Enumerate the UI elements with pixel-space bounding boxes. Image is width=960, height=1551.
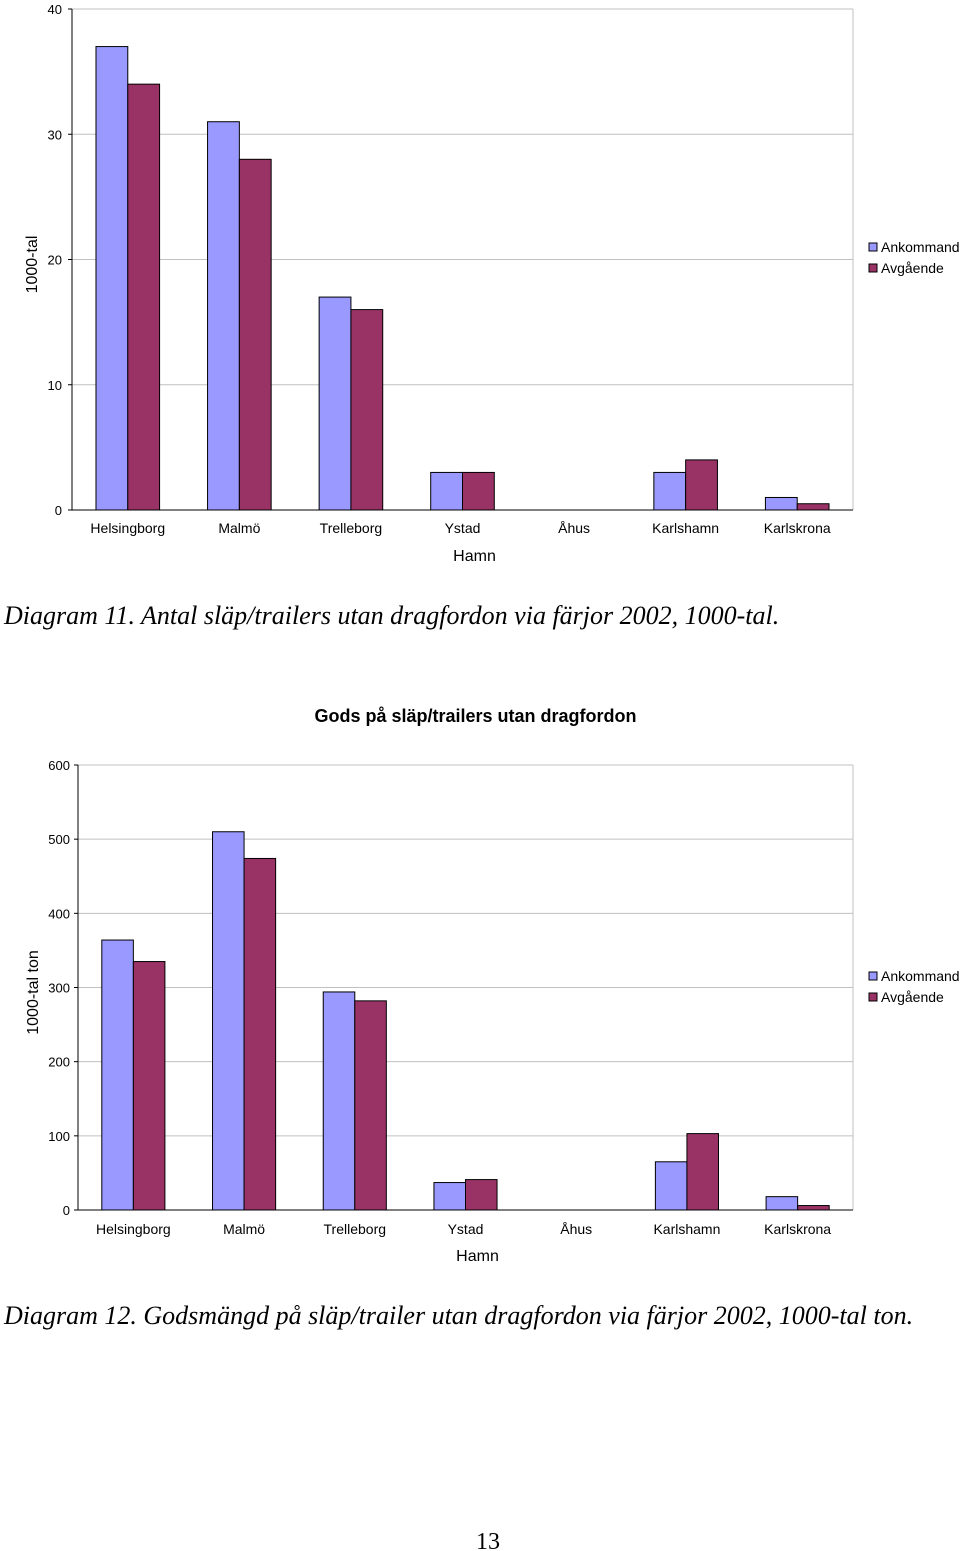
y-tick-label: 30	[48, 127, 62, 142]
bar-ankommande	[654, 1161, 688, 1211]
bar-ankommande	[764, 496, 798, 511]
y-axis-title: 1000-tal	[24, 236, 41, 294]
legend-label: Avgående	[881, 260, 944, 276]
y-tick-label: 0	[63, 1203, 70, 1218]
legend-label: Ankommande	[881, 968, 960, 984]
chart-title: Gods på släp/trailers utan dragfordon	[314, 706, 636, 726]
x-tick-label: Åhus	[560, 1221, 592, 1237]
y-tick-label: 0	[55, 503, 62, 518]
x-tick-label: Åhus	[558, 520, 590, 536]
bar-avgaende	[354, 1000, 387, 1211]
bar-ankommande	[207, 121, 240, 511]
x-tick-label: Trelleborg	[324, 1221, 387, 1237]
y-axis-title: 1000-tal ton	[25, 950, 42, 1035]
bar-avgaende	[238, 158, 272, 511]
x-tick-label: Ystad	[448, 1221, 484, 1237]
x-axis-title: Hamn	[453, 548, 496, 565]
caption-diagram-11: Diagram 11. Antal släp/trailers utan dra…	[3, 601, 779, 630]
bar-ankommande	[212, 831, 245, 1211]
bar-avgaende	[686, 1133, 719, 1211]
bar-ankommande	[433, 1182, 467, 1211]
x-axis-title: Hamn	[456, 1248, 499, 1265]
y-tick-label: 400	[48, 906, 70, 921]
bar-avgaende	[127, 83, 161, 511]
y-tick-label: 20	[48, 253, 62, 268]
x-tick-label: Helsingborg	[96, 1221, 171, 1237]
y-tick-label: 300	[48, 981, 70, 996]
legend-label: Avgående	[881, 989, 944, 1005]
bar-ankommande	[322, 991, 356, 1211]
bar-avgaende	[685, 459, 718, 511]
x-tick-label: Ystad	[445, 520, 481, 536]
bar-avgaende	[797, 1205, 830, 1211]
x-tick-label: Helsingborg	[90, 520, 165, 536]
x-tick-label: Karlshamn	[652, 520, 719, 536]
chart-godsmangd: Gods på släp/trailers utan dragfordon 0 10…	[25, 706, 960, 1265]
y-tick-label: 10	[48, 378, 62, 393]
legend-swatch	[868, 242, 878, 252]
bar-avgaende	[462, 471, 495, 511]
bar-ankommande	[653, 471, 687, 511]
y-tick-label: 200	[48, 1055, 70, 1070]
y-tick-label: 40	[48, 2, 62, 17]
x-tick-label: Malmö	[218, 520, 260, 536]
y-tick-label: 100	[48, 1129, 70, 1144]
y-tick-label: 600	[48, 758, 70, 773]
chart-antal-trailers: 0 10 20 30 40 Helsingborg Malmö Trelleborg Ystad…	[24, 2, 960, 565]
x-tick-label: Trelleborg	[320, 520, 383, 536]
bar-ankommande	[318, 296, 352, 511]
legend-swatch	[868, 971, 878, 981]
bar-avgaende	[243, 857, 277, 1211]
bar-avgaende	[796, 503, 830, 511]
bar-ankommande	[765, 1196, 799, 1211]
bar-avgaende	[132, 961, 166, 1211]
bar-ankommande	[430, 471, 464, 511]
legend-label: Ankommande	[881, 239, 960, 255]
x-tick-label: Karlshamn	[653, 1221, 720, 1237]
bar-avgaende	[465, 1179, 498, 1211]
legend-swatch	[868, 992, 878, 1002]
legend-swatch	[868, 263, 878, 273]
bar-ankommande	[101, 939, 134, 1211]
bar-avgaende	[350, 309, 384, 511]
x-tick-label: Malmö	[223, 1221, 265, 1237]
y-tick-label: 500	[48, 832, 70, 847]
x-tick-label: Karlskrona	[764, 520, 831, 536]
page-number: 13	[476, 1529, 500, 1551]
bar-ankommande	[95, 46, 129, 511]
x-tick-label: Karlskrona	[764, 1221, 831, 1237]
caption-diagram-12: Diagram 12. Godsmängd på släp/trailer ut…	[3, 1301, 913, 1330]
